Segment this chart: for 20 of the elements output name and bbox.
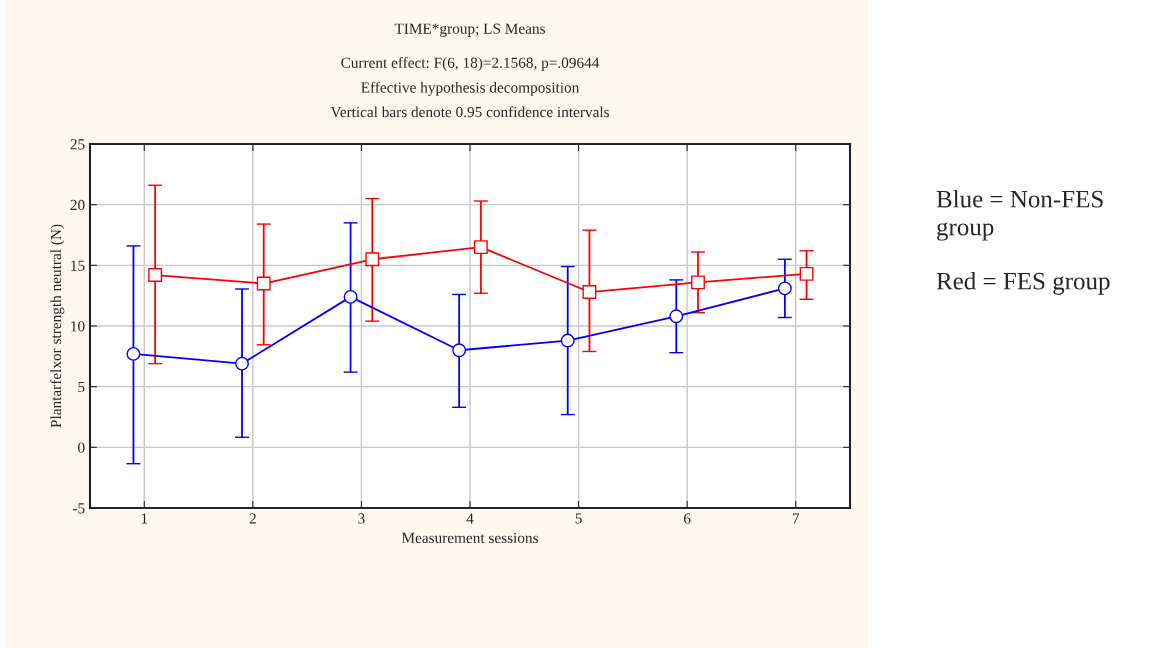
y-tick-label: 25 (70, 139, 85, 150)
x-tick-label: 6 (683, 513, 691, 524)
x-tick-label: 1 (141, 513, 148, 524)
y-tick-label: 0 (78, 442, 85, 453)
y-axis-title: Plantarfelxor strength neutral (N) (50, 224, 65, 428)
chart-title: TIME*group; LS Means (394, 23, 545, 37)
x-axis-title: Measurement sessions (401, 532, 538, 544)
y-tick-label: -5 (72, 503, 85, 514)
x-tick-label: 5 (575, 513, 582, 524)
x-tick-label: 4 (466, 513, 474, 524)
chart-subtitle: Current effect: F(6, 18)=2.1568, p=.09644 Effective hypothesis decomposition Vertical bars denote 0.95 confidence intervals (330, 57, 610, 118)
x-tick-label: 3 (358, 513, 365, 524)
y-tick-label: 10 (71, 321, 85, 332)
x-tick-label: 2 (249, 513, 256, 524)
y-tick-label: 15 (71, 260, 85, 271)
text: Blue = Non-FES group (936, 190, 1103, 241)
y-tick-label: 5 (78, 381, 85, 393)
x-tick-label: 7 (792, 513, 800, 524)
text: Red = FES group (936, 272, 1110, 295)
y-tick-label: 20 (70, 199, 85, 211)
